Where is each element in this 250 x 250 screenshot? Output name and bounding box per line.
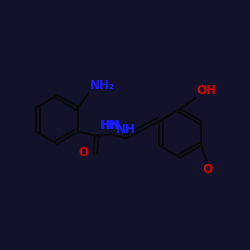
Text: HH: HH bbox=[100, 119, 119, 132]
Text: O: O bbox=[202, 163, 212, 176]
Text: NH₂: NH₂ bbox=[90, 79, 114, 92]
Text: HN: HN bbox=[100, 119, 120, 132]
Text: OH: OH bbox=[196, 84, 216, 98]
Text: O: O bbox=[78, 146, 88, 159]
Text: NH: NH bbox=[116, 123, 136, 136]
